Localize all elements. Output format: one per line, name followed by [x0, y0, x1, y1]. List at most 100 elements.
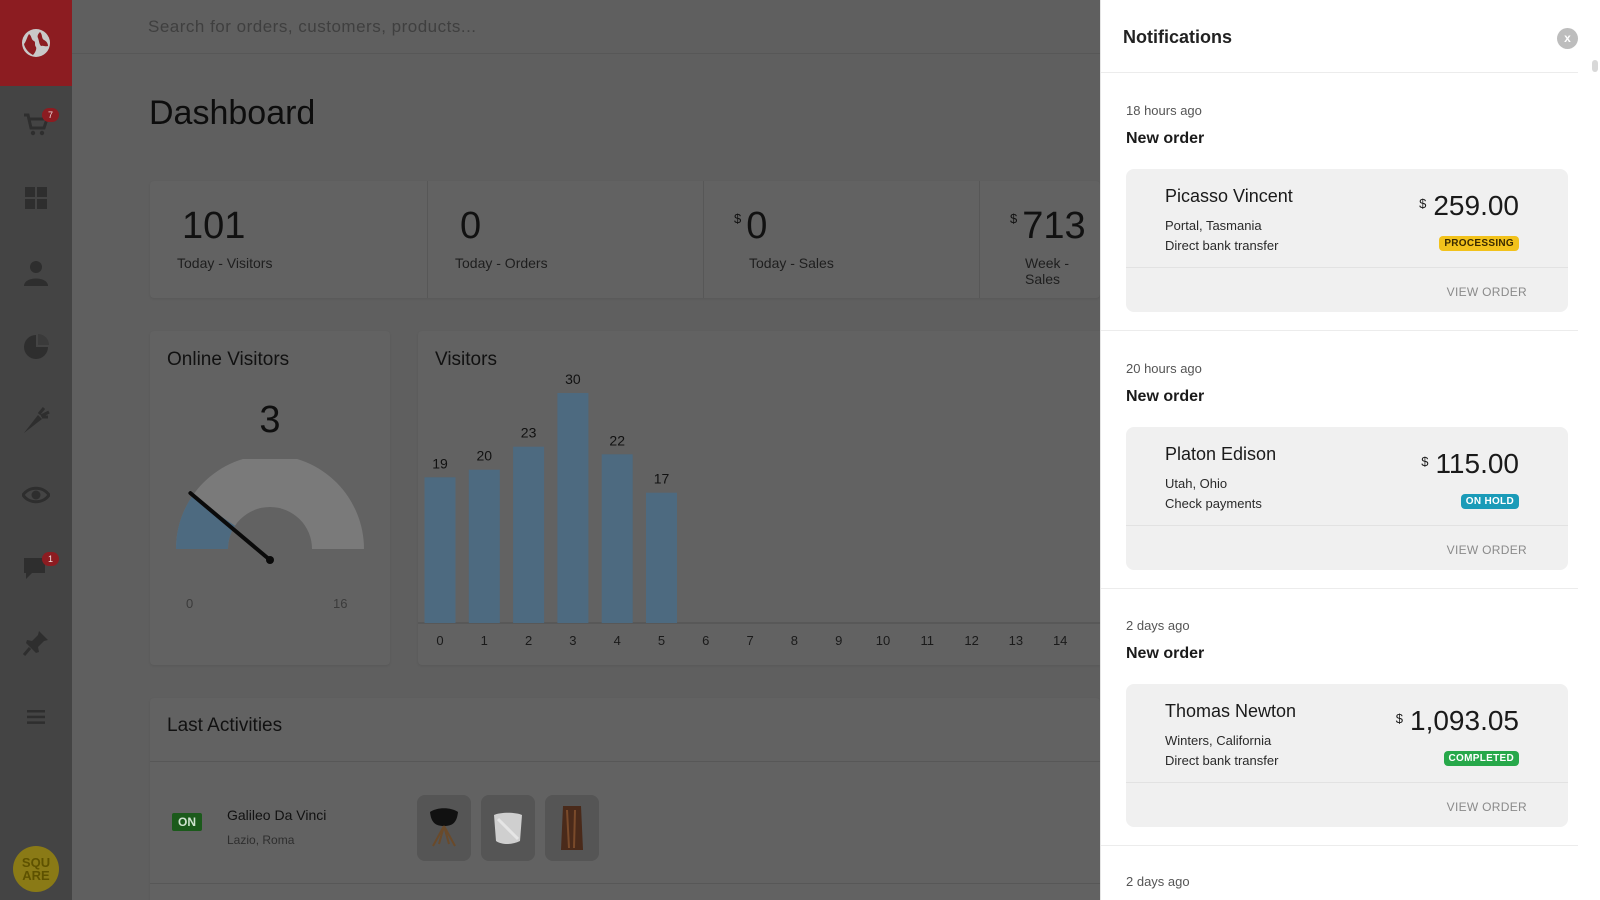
stat-label: Today - Sales: [749, 255, 834, 271]
scrollbar-thumb[interactable]: [1592, 60, 1598, 72]
nav-marketing[interactable]: [0, 470, 72, 520]
view-order-link[interactable]: VIEW ORDER: [1446, 285, 1527, 299]
order-amount: $115.00: [1421, 448, 1519, 480]
card-title: Last Activities: [167, 715, 283, 736]
nav-messages[interactable]: 1: [0, 544, 72, 594]
data-label: 19: [432, 455, 448, 471]
last-activities-card: Last Activities ON Galileo Da Vinci Lazi…: [150, 698, 1100, 900]
user-icon: [24, 261, 48, 286]
notification-time: 18 hours ago: [1126, 103, 1202, 118]
order-card[interactable]: Picasso Vincent Portal, Tasmania Direct …: [1126, 169, 1568, 312]
x-tick-label: 10: [876, 633, 890, 648]
customer-name: Picasso Vincent: [1165, 186, 1293, 206]
order-status-badge: COMPLETED: [1443, 751, 1519, 766]
gauge: [175, 459, 364, 564]
view-order-link[interactable]: VIEW ORDER: [1446, 543, 1527, 557]
stat-value: 0: [460, 205, 482, 247]
nav-customers[interactable]: [0, 248, 72, 298]
notification-item: 20 hours ago New order Platon Edison Uta…: [1101, 331, 1578, 589]
panel-title: Notifications: [1123, 27, 1233, 47]
x-tick-label: 0: [436, 633, 443, 648]
stats-card: 101 Today - Visitors 0 Today - Orders $0…: [150, 181, 1100, 298]
nav-dashboard[interactable]: [0, 173, 72, 223]
online-status-badge: ON: [172, 813, 202, 831]
payment-method: Check payments: [1165, 496, 1262, 511]
avatar-text: SQU ARE: [21, 855, 51, 883]
activity-row[interactable]: ON Galileo Da Vinci Lazio, Roma: [150, 762, 1100, 884]
product-thumbnail[interactable]: [545, 795, 599, 861]
order-amount: $1,093.05: [1396, 705, 1519, 737]
customer-location: Utah, Ohio: [1165, 476, 1228, 491]
bag-icon: [561, 806, 583, 850]
search-input[interactable]: [148, 14, 1048, 40]
x-tick-label: 12: [964, 633, 978, 648]
currency-symbol: $: [1419, 196, 1427, 211]
x-tick-label: 3: [569, 633, 576, 648]
payment-method: Direct bank transfer: [1165, 753, 1279, 768]
notification-title: New order: [1126, 645, 1205, 662]
gauge-value: 3: [259, 399, 281, 441]
view-order-link[interactable]: VIEW ORDER: [1446, 800, 1527, 814]
order-status-badge: PROCESSING: [1439, 236, 1519, 251]
product-thumbnail[interactable]: [481, 795, 535, 861]
scrollbar[interactable]: [1592, 60, 1598, 900]
pin-icon: [23, 631, 48, 656]
notification-title: New order: [1126, 130, 1205, 147]
nav-products[interactable]: [0, 396, 72, 446]
divider: [1126, 525, 1568, 526]
chart-bar[interactable]: [557, 393, 589, 623]
stat-value: 101: [182, 205, 246, 247]
logo[interactable]: [0, 0, 72, 86]
stat-value: 0: [746, 205, 768, 247]
data-label: 23: [521, 425, 537, 441]
nav-orders[interactable]: 7: [0, 100, 72, 150]
activity-customer-location: Lazio, Roma: [227, 833, 295, 847]
close-button[interactable]: x: [1557, 28, 1578, 49]
stat-sales-today: $0 Today - Sales: [704, 181, 980, 298]
order-amount-value: 115.00: [1435, 448, 1519, 479]
gauge-max: 16: [333, 596, 348, 611]
main-content: Dashboard 101 Today - Visitors 0 Today -…: [72, 0, 1100, 900]
nav-pinned[interactable]: [0, 618, 72, 668]
messages-count-badge: 1: [42, 552, 59, 566]
chart-bar[interactable]: [468, 469, 500, 623]
gauge-fill: [175, 496, 236, 549]
customer-location: Winters, California: [1165, 733, 1272, 748]
chart-bar[interactable]: [424, 477, 456, 623]
order-amount: $259.00: [1419, 190, 1519, 222]
chart-bar[interactable]: [601, 454, 633, 623]
order-card[interactable]: Platon Edison Utah, Ohio Check payments …: [1126, 427, 1568, 570]
nav-reports[interactable]: [0, 322, 72, 372]
stat-currency: $: [1010, 211, 1018, 226]
card-title: Online Visitors: [167, 349, 290, 370]
divider: [1126, 782, 1568, 783]
order-card[interactable]: Thomas Newton Winters, California Direct…: [1126, 684, 1568, 827]
order-amount-value: 259.00: [1433, 190, 1519, 221]
x-tick-label: 6: [702, 633, 709, 648]
eye-icon: [22, 486, 50, 504]
x-tick-label: 9: [835, 633, 842, 648]
x-tick-label: 1: [481, 633, 488, 648]
stat-value: 713: [1022, 205, 1086, 247]
notifications-panel: Notifications x 18 hours ago New order P…: [1100, 0, 1600, 900]
currency-symbol: $: [1421, 454, 1429, 469]
pie-chart-icon: [24, 334, 49, 359]
globe-icon: [22, 29, 50, 57]
stat-label: Today - Orders: [455, 255, 548, 271]
chart-bar[interactable]: [513, 446, 545, 623]
x-tick-label: 2: [525, 633, 532, 648]
currency-symbol: $: [1395, 711, 1403, 726]
product-thumbnail[interactable]: [417, 795, 471, 861]
nav-menu[interactable]: [0, 692, 72, 742]
stat-label: Week - Sales: [1025, 255, 1070, 287]
x-tick-label: 13: [1009, 633, 1023, 648]
x-tick-label: 11: [921, 633, 935, 648]
notification-item: 18 hours ago New order Picasso Vincent P…: [1101, 74, 1578, 331]
avatar[interactable]: SQU ARE: [13, 846, 59, 892]
data-label: 22: [609, 432, 625, 448]
order-amount-value: 1,093.05: [1410, 705, 1519, 736]
topbar: [72, 0, 1100, 54]
visitors-bar-chart: 19 0 20 1 23 2 30 3 22 4 17 5 6 7 8 9 10 11 12 13 14: [418, 371, 1100, 648]
notification-time: 2 days ago: [1126, 874, 1190, 889]
chart-bar[interactable]: [646, 492, 677, 623]
